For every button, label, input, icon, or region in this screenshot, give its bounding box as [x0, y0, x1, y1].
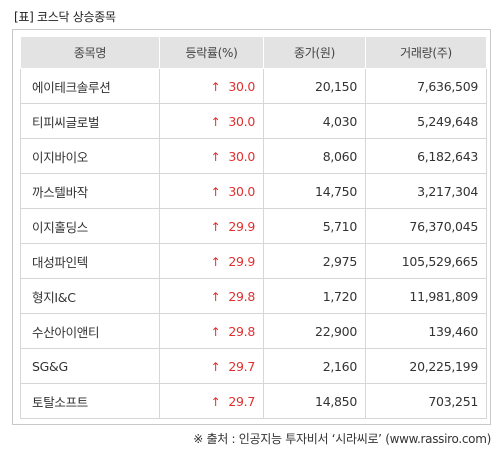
header-rate: 등락률(%): [159, 36, 264, 69]
cell-rate: ↑ 30.0: [159, 68, 264, 104]
stock-table: 종목명 등락률(%) 종가(원) 거래량(주) 에이테크솔루션 ↑ 30.0 20…: [20, 36, 487, 419]
cell-rate: ↑ 29.7: [159, 383, 264, 419]
cell-price: 8,060: [263, 138, 366, 174]
up-arrow-icon: ↑: [210, 184, 221, 199]
cell-price: 5,710: [263, 208, 366, 244]
cell-price: 14,850: [263, 383, 366, 419]
table-header-row: 종목명 등락률(%) 종가(원) 거래량(주): [20, 36, 487, 69]
up-arrow-icon: ↑: [210, 254, 221, 269]
cell-price: 1,720: [263, 278, 366, 314]
table-row: 형지I&C ↑ 29.8 1,720 11,981,809: [20, 278, 487, 314]
header-name: 종목명: [20, 36, 160, 69]
cell-name: 대성파인텍: [20, 243, 160, 279]
up-arrow-icon: ↑: [210, 149, 221, 164]
rate-value: 30.0: [228, 113, 255, 129]
table-row: 수산아이앤티 ↑ 29.8 22,900 139,460: [20, 313, 487, 349]
cell-name: 이지홀딩스: [20, 208, 160, 244]
cell-name: 수산아이앤티: [20, 313, 160, 349]
cell-volume: 105,529,665: [365, 243, 487, 279]
cell-rate: ↑ 29.7: [159, 348, 264, 384]
header-volume: 거래량(주): [365, 36, 487, 69]
cell-rate: ↑ 29.9: [159, 208, 264, 244]
table-row: SG&G ↑ 29.7 2,160 20,225,199: [20, 348, 487, 384]
rate-value: 30.0: [228, 183, 255, 199]
up-arrow-icon: ↑: [210, 289, 221, 304]
cell-volume: 20,225,199: [365, 348, 487, 384]
table-row: 에이테크솔루션 ↑ 30.0 20,150 7,636,509: [20, 68, 487, 104]
cell-name: 티피씨글로벌: [20, 103, 160, 139]
rate-value: 29.8: [228, 288, 255, 304]
cell-name: SG&G: [20, 348, 160, 384]
cell-name: 형지I&C: [20, 278, 160, 314]
cell-price: 20,150: [263, 68, 366, 104]
rate-value: 29.8: [228, 323, 255, 339]
rate-value: 30.0: [228, 148, 255, 164]
rate-value: 29.7: [228, 358, 255, 374]
cell-rate: ↑ 29.8: [159, 278, 264, 314]
cell-name: 까스텔바작: [20, 173, 160, 209]
table-row: 티피씨글로벌 ↑ 30.0 4,030 5,249,648: [20, 103, 487, 139]
cell-price: 2,160: [263, 348, 366, 384]
up-arrow-icon: ↑: [210, 324, 221, 339]
rate-value: 29.7: [228, 393, 255, 409]
cell-volume: 6,182,643: [365, 138, 487, 174]
table-row: 토탈소프트 ↑ 29.7 14,850 703,251: [20, 383, 487, 419]
cell-name: 에이테크솔루션: [20, 68, 160, 104]
cell-volume: 139,460: [365, 313, 487, 349]
cell-rate: ↑ 29.8: [159, 313, 264, 349]
rate-value: 29.9: [228, 218, 255, 234]
cell-rate: ↑ 29.9: [159, 243, 264, 279]
cell-volume: 76,370,045: [365, 208, 487, 244]
up-arrow-icon: ↑: [210, 114, 221, 129]
table-frame: 종목명 등락률(%) 종가(원) 거래량(주) 에이테크솔루션 ↑ 30.0 20…: [12, 29, 491, 425]
table-row: 까스텔바작 ↑ 30.0 14,750 3,217,304: [20, 173, 487, 209]
up-arrow-icon: ↑: [210, 79, 221, 94]
cell-volume: 7,636,509: [365, 68, 487, 104]
table-row: 이지바이오 ↑ 30.0 8,060 6,182,643: [20, 138, 487, 174]
cell-price: 14,750: [263, 173, 366, 209]
page-title: [표] 코스닥 상승종목: [14, 10, 116, 24]
cell-volume: 11,981,809: [365, 278, 487, 314]
cell-price: 4,030: [263, 103, 366, 139]
cell-name: 토탈소프트: [20, 383, 160, 419]
up-arrow-icon: ↑: [210, 394, 221, 409]
up-arrow-icon: ↑: [210, 359, 221, 374]
cell-price: 2,975: [263, 243, 366, 279]
up-arrow-icon: ↑: [210, 219, 221, 234]
cell-rate: ↑ 30.0: [159, 138, 264, 174]
cell-name: 이지바이오: [20, 138, 160, 174]
rate-value: 30.0: [228, 78, 255, 94]
rate-value: 29.9: [228, 253, 255, 269]
cell-volume: 5,249,648: [365, 103, 487, 139]
source-note: ※ 출처 : 인공지능 투자비서 ‘시라씨로’ (www.rassiro.com…: [193, 432, 491, 446]
table-row: 이지홀딩스 ↑ 29.9 5,710 76,370,045: [20, 208, 487, 244]
cell-price: 22,900: [263, 313, 366, 349]
cell-rate: ↑ 30.0: [159, 173, 264, 209]
cell-rate: ↑ 30.0: [159, 103, 264, 139]
header-price: 종가(원): [263, 36, 366, 69]
table-row: 대성파인텍 ↑ 29.9 2,975 105,529,665: [20, 243, 487, 279]
cell-volume: 703,251: [365, 383, 487, 419]
cell-volume: 3,217,304: [365, 173, 487, 209]
